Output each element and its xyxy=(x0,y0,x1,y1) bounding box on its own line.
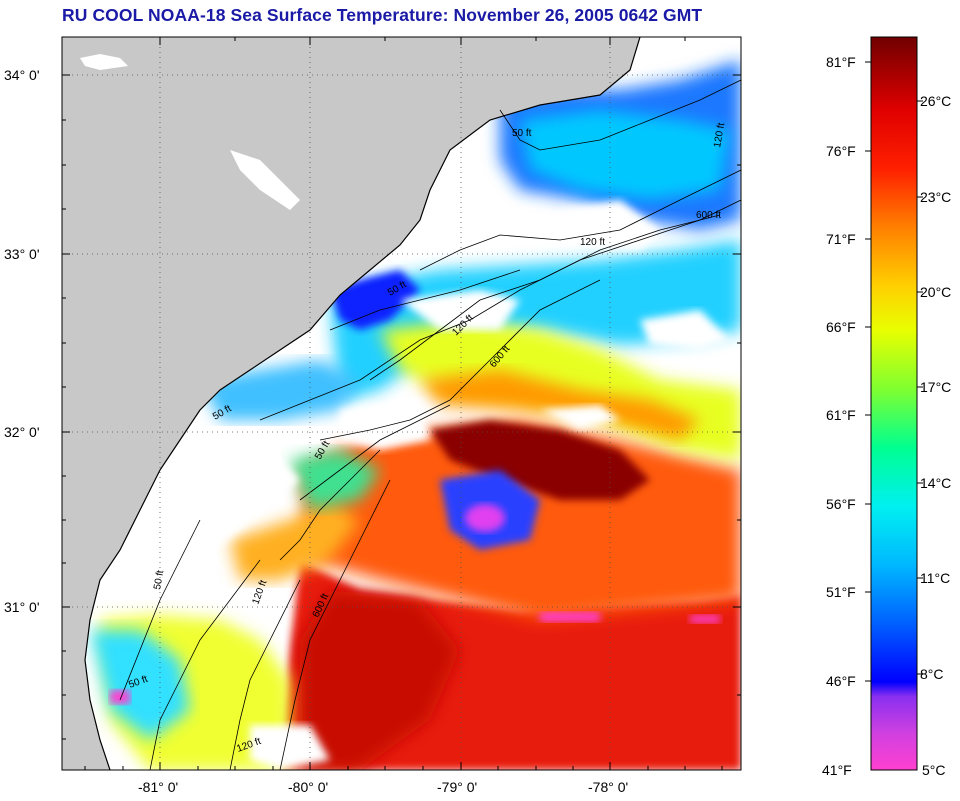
coastline xyxy=(84,37,641,770)
colorbar-f-label: 81°F xyxy=(826,54,856,70)
graticule xyxy=(62,37,741,770)
colorbar-f-label: 51°F xyxy=(826,584,856,600)
plot-frame xyxy=(61,36,742,771)
contour-label: 50 ft xyxy=(512,128,532,139)
lon-label: -81° 0' xyxy=(138,779,178,795)
lon-label: -79° 0' xyxy=(437,779,477,795)
colorbar-c-label: 17°C xyxy=(920,379,951,395)
land-mass xyxy=(62,37,640,770)
colorbar-c-label: 23°C xyxy=(920,189,951,205)
colorbar-f-label: 41°F xyxy=(822,762,852,778)
colorbar-c-label: 26°C xyxy=(920,93,951,109)
colorbar-f-label: 61°F xyxy=(826,407,856,423)
colorbar-f-label: 66°F xyxy=(826,319,856,335)
colorbar-f-label: 71°F xyxy=(826,231,856,247)
contour-label: 600 ft xyxy=(696,210,721,221)
lat-label: 33° 0' xyxy=(4,246,40,262)
axis-ticks xyxy=(62,37,741,770)
contour-label: 120 ft xyxy=(580,237,605,248)
map-title: RU COOL NOAA-18 Sea Surface Temperature:… xyxy=(62,5,703,25)
colorbar-c-label: 5°C xyxy=(922,762,946,778)
lat-label: 34° 0' xyxy=(4,67,40,83)
colorbar-f-label: 56°F xyxy=(826,496,856,512)
lon-label: -78° 0' xyxy=(588,779,628,795)
colorbar xyxy=(870,36,918,771)
contour-label: 50 ft xyxy=(152,569,166,590)
colorbar-ticks xyxy=(865,61,923,682)
lat-label: 32° 0' xyxy=(4,424,40,440)
colorbar-c-label: 11°C xyxy=(920,570,950,586)
contour-label: 120 ft xyxy=(712,122,727,149)
colorbar-c-label: 14°C xyxy=(920,475,951,491)
colorbar-f-label: 76°F xyxy=(826,143,856,159)
colorbar-c-label: 8°C xyxy=(920,666,944,682)
colorbar-c-label: 20°C xyxy=(920,284,951,300)
lon-label: -80° 0' xyxy=(288,779,328,795)
sst-field: 50 ft 120 ft 600 ft 120 ft 50 ft 120 ft … xyxy=(62,37,741,770)
lat-label: 31° 0' xyxy=(4,599,40,615)
colorbar-f-label: 46°F xyxy=(826,673,856,689)
